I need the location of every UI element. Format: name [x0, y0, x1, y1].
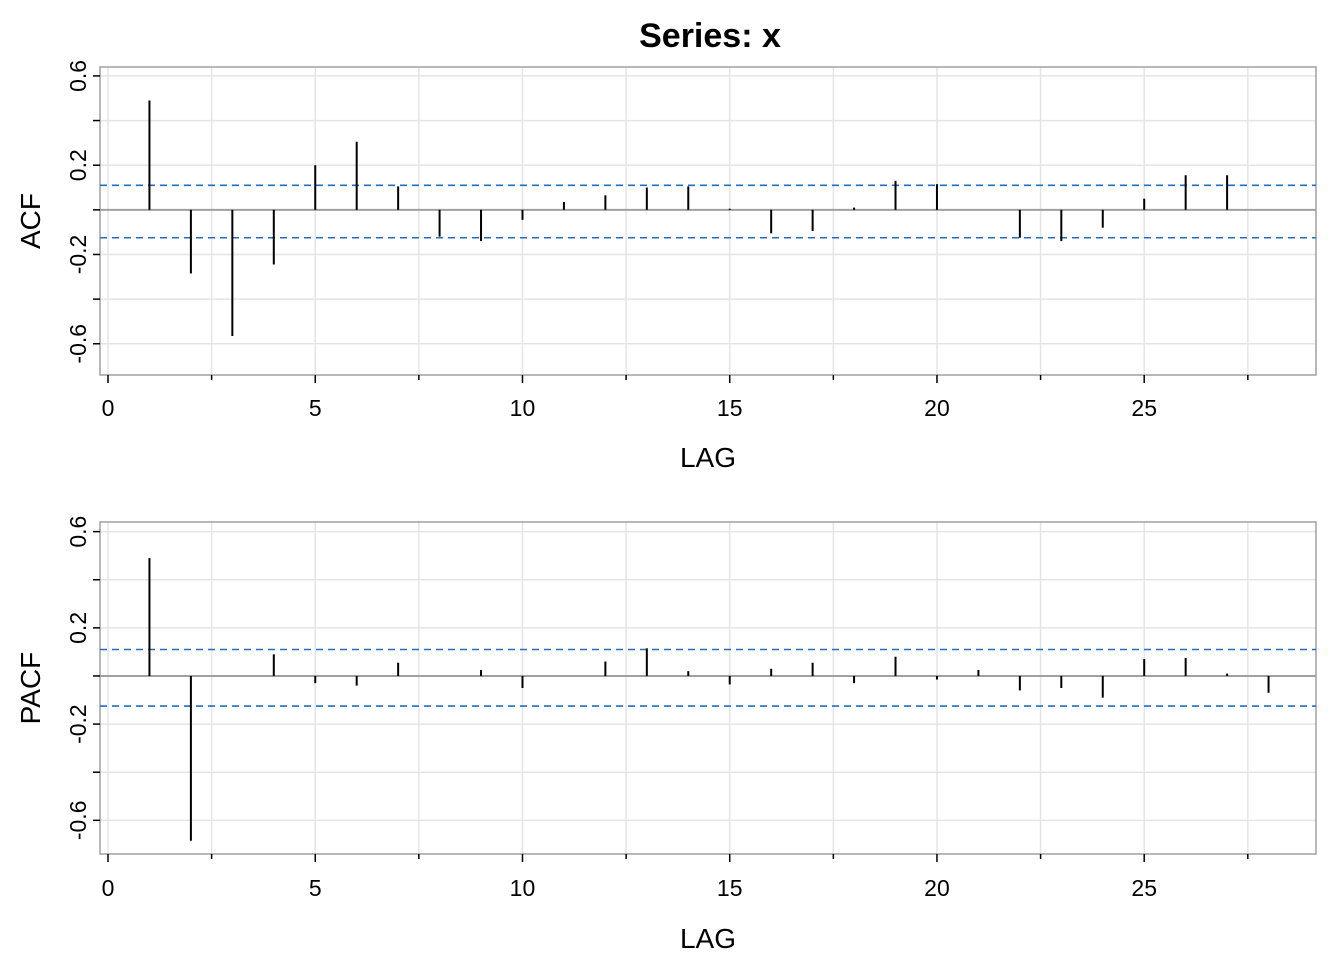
pacf-x-tick-label: 10: [510, 875, 536, 901]
acf-x-tick-label: 5: [309, 395, 322, 421]
acf-y-tick-label: 0.2: [65, 149, 91, 181]
acf-x-tick-label: 15: [717, 395, 743, 421]
pacf-y-tick-label: 0.2: [65, 612, 91, 644]
acf-x-axis-title: LAG: [680, 442, 736, 473]
pacf-x-tick-label: 0: [102, 875, 115, 901]
pacf-y-tick-label: 0.6: [65, 516, 91, 548]
pacf-plot-frame: [99, 521, 1317, 855]
acf-x-tick-label: 20: [924, 395, 950, 421]
acf-x-tick-label: 10: [510, 395, 536, 421]
acf-y-axis-title: ACF: [15, 193, 46, 249]
acf-x-tick-label: 0: [102, 395, 115, 421]
pacf-x-tick-label: 15: [717, 875, 743, 901]
acf-y-tick-label: -0.2: [65, 235, 91, 275]
acf-y-tick-label: -0.6: [65, 324, 91, 364]
pacf-x-tick-label: 5: [309, 875, 322, 901]
pacf-y-tick-label: -0.6: [65, 800, 91, 840]
acf-x-tick-label: 25: [1131, 395, 1157, 421]
acf-panel: 0 5 10 15 20 25 -0.6 -0.2 0.2 0.6 LAG ACF: [15, 60, 1317, 473]
pacf-x-tick-label: 25: [1131, 875, 1157, 901]
figure-title: Series: x: [639, 17, 781, 55]
pacf-panel: 0 5 10 15 20 25 -0.6 -0.2 0.2 0.6 LAG PACF: [15, 516, 1317, 954]
acf-plot-frame: [99, 66, 1317, 376]
pacf-x-axis-title: LAG: [680, 923, 736, 954]
pacf-x-tick-label: 20: [924, 875, 950, 901]
pacf-y-tick-label: -0.2: [65, 704, 91, 744]
acf-y-tick-label: 0.6: [65, 60, 91, 92]
pacf-y-axis-title: PACF: [15, 652, 46, 725]
